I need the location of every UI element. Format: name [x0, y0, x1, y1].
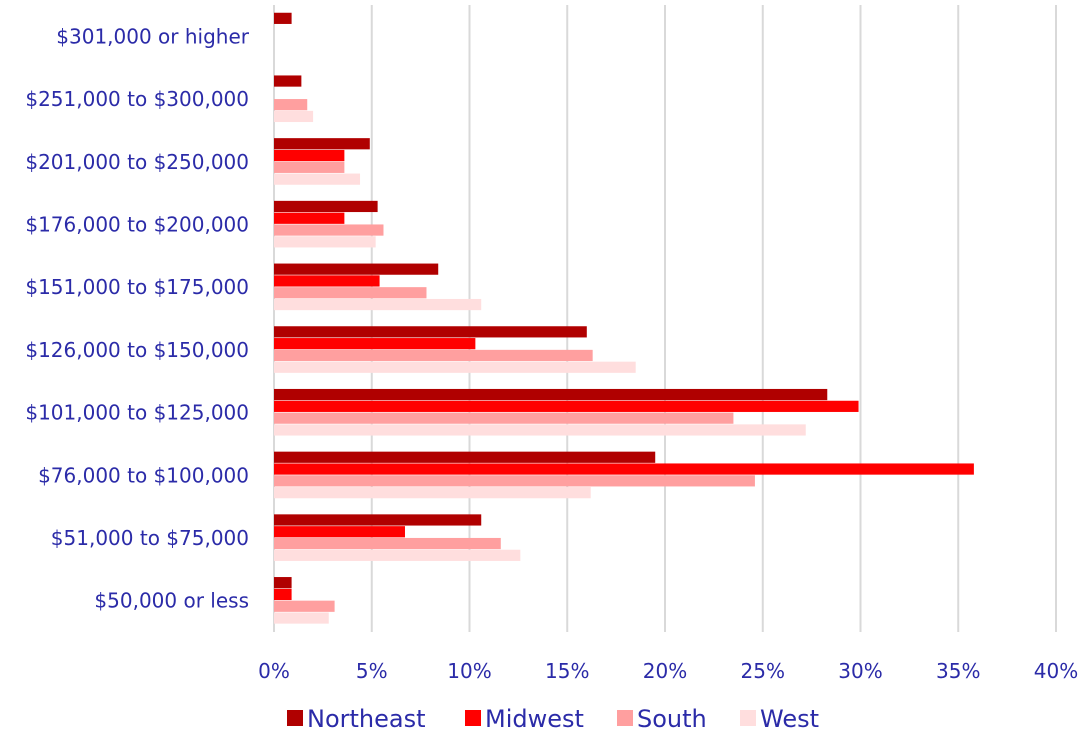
bar — [274, 338, 476, 350]
legend-swatch — [287, 710, 303, 726]
legend-label: West — [760, 705, 819, 733]
bar — [274, 224, 384, 236]
category-label: $50,000 or less — [94, 589, 249, 613]
x-tick-label: 35% — [936, 659, 980, 683]
category-label: $51,000 to $75,000 — [51, 526, 249, 550]
x-tick-label: 0% — [258, 659, 290, 683]
bar — [274, 200, 378, 213]
gridlines — [273, 5, 1057, 632]
bar — [274, 263, 439, 275]
bar — [274, 349, 593, 362]
bar — [274, 537, 501, 550]
bar — [274, 388, 828, 401]
bar — [274, 475, 755, 487]
bar — [274, 287, 427, 299]
legend-label: Midwest — [485, 705, 584, 733]
legend-swatch — [465, 710, 481, 726]
bar — [274, 424, 806, 436]
bar — [274, 149, 345, 162]
category-label: $176,000 to $200,000 — [25, 212, 249, 236]
x-tick-label: 5% — [356, 659, 388, 683]
bar — [274, 412, 734, 424]
x-tick-labels: 0% 5% 10% 15% 20% 25% 30% 35% 40% — [258, 659, 1078, 683]
x-tick-label: 10% — [447, 659, 491, 683]
bars — [274, 12, 974, 624]
bar — [274, 526, 405, 538]
category-label: $126,000 to $150,000 — [25, 338, 249, 362]
category-label: $76,000 to $100,000 — [38, 463, 249, 487]
bar — [274, 463, 974, 475]
x-tick-label: 20% — [643, 659, 687, 683]
x-tick-label: 15% — [545, 659, 589, 683]
x-tick-label: 25% — [741, 659, 785, 683]
bar — [274, 12, 292, 24]
bar — [274, 400, 859, 412]
category-label: $101,000 to $125,000 — [25, 401, 249, 425]
bar — [274, 487, 591, 499]
bar — [274, 75, 302, 87]
category-label: $251,000 to $300,000 — [25, 87, 249, 111]
bar — [274, 99, 308, 111]
category-label: $201,000 to $250,000 — [25, 150, 249, 174]
bar — [274, 326, 587, 338]
x-tick-label: 30% — [838, 659, 882, 683]
legend-label: Northeast — [307, 705, 426, 733]
bar — [274, 577, 292, 589]
legend: Northeast Midwest South West — [287, 705, 819, 733]
bar — [274, 588, 292, 601]
bar — [274, 110, 314, 123]
x-tick-label: 40% — [1034, 659, 1078, 683]
category-labels: $50,000 or less $51,000 to $75,000 $76,000… — [25, 24, 249, 612]
bar — [274, 514, 482, 526]
bar — [274, 275, 380, 287]
bar — [274, 361, 636, 373]
legend-swatch — [617, 710, 633, 726]
legend-swatch — [740, 710, 756, 726]
bar — [274, 612, 329, 624]
bar — [274, 298, 482, 311]
bar — [274, 451, 656, 463]
bar — [274, 236, 376, 248]
bar — [274, 138, 370, 150]
bar — [274, 161, 345, 173]
bar — [274, 212, 345, 224]
category-label: $151,000 to $175,000 — [25, 275, 249, 299]
category-label: $301,000 or higher — [56, 24, 250, 48]
bar — [274, 600, 335, 612]
bar — [274, 173, 361, 185]
bar — [274, 549, 521, 561]
legend-label: South — [637, 705, 707, 733]
